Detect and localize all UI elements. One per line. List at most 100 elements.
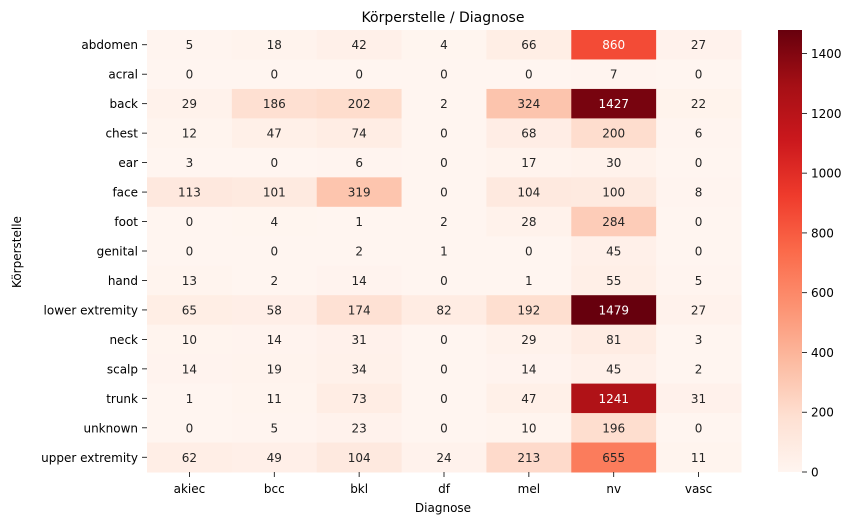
cell-value-label: 860 — [602, 38, 625, 52]
cell-value-label: 0 — [695, 156, 703, 170]
cell-value-label: 31 — [691, 392, 706, 406]
cell-value-label: 1 — [440, 245, 448, 259]
heatmap-cell — [571, 118, 657, 149]
x-axis: akiec bcc bkl df mel nv vasc — [174, 472, 712, 496]
cell-value-label: 14 — [267, 333, 282, 347]
heatmap-cell — [401, 354, 487, 385]
heatmap-cell — [316, 265, 403, 296]
heatmap-cell — [571, 59, 657, 90]
cell-value-label: 0 — [440, 392, 448, 406]
colorbar-gradient — [778, 30, 802, 472]
cell-value-label: 2 — [440, 215, 448, 229]
heatmap-cell — [656, 413, 742, 444]
heatmap-cell — [147, 88, 233, 119]
x-tick-label: vasc — [685, 482, 712, 496]
cell-value-label: 0 — [440, 333, 448, 347]
y-tick-label: hand — [108, 274, 138, 288]
cell-value-label: 55 — [606, 274, 621, 288]
y-tick-label: upper extremity — [41, 451, 138, 465]
heatmap-cell — [571, 147, 657, 178]
heatmap-cell — [316, 295, 403, 326]
heatmap-cell — [316, 177, 403, 208]
heatmap-cell — [571, 413, 657, 444]
cell-value-label: 213 — [517, 451, 540, 465]
cell-value-label: 27 — [691, 303, 706, 317]
cell-value-label: 1 — [525, 274, 533, 288]
heatmap-cell — [231, 30, 318, 60]
cell-value-label: 24 — [436, 451, 451, 465]
heatmap-cell — [656, 324, 742, 355]
cell-value-label: 1427 — [598, 97, 629, 111]
colorbar-tick-label: 600 — [811, 286, 834, 300]
x-tick-label: bcc — [264, 482, 285, 496]
heatmap-cell — [571, 206, 657, 237]
cell-value-label: 13 — [182, 274, 197, 288]
cell-value-label: 324 — [517, 97, 540, 111]
cell-value-label: 104 — [348, 451, 371, 465]
heatmap-cell — [147, 295, 233, 326]
cell-value-label: 0 — [525, 68, 533, 82]
cell-value-label: 68 — [521, 127, 536, 141]
heatmap-cell — [571, 354, 657, 385]
cell-value-label: 7 — [610, 68, 618, 82]
y-axis: abdomen acral back chest ear face foot genital h… — [41, 38, 147, 465]
cell-value-label: 6 — [695, 127, 703, 141]
cell-value-label: 0 — [525, 245, 533, 259]
heatmap-cell — [656, 177, 742, 208]
heatmap-cell — [231, 236, 318, 267]
y-tick-label: genital — [97, 245, 138, 259]
x-axis-label: Diagnose — [415, 501, 471, 515]
cell-value-label: 2 — [695, 362, 703, 376]
heatmap-cell — [316, 354, 403, 385]
x-tick-label: mel — [518, 482, 540, 496]
cell-value-label: 22 — [691, 97, 706, 111]
heatmap-cell — [231, 118, 318, 149]
heatmap-cell — [656, 206, 742, 237]
heatmap-cell — [401, 295, 487, 326]
colorbar-tick-label: 0 — [811, 466, 819, 480]
cell-value-label: 73 — [352, 392, 367, 406]
y-tick-label: face — [112, 186, 138, 200]
cell-value-label: 0 — [440, 186, 448, 200]
x-tick-label: df — [438, 482, 451, 496]
cell-value-label: 3 — [186, 156, 194, 170]
heatmap-cell — [147, 118, 233, 149]
cell-value-label: 28 — [521, 215, 536, 229]
heatmap-cell — [486, 30, 572, 60]
heatmap-cell — [231, 147, 318, 178]
cell-value-label: 0 — [270, 245, 278, 259]
cell-value-label: 18 — [267, 38, 282, 52]
cell-value-label: 0 — [440, 156, 448, 170]
heatmap-cell — [571, 442, 657, 473]
heatmap-cell — [486, 236, 572, 267]
heatmap-cell — [231, 177, 318, 208]
heatmap-cell — [147, 30, 233, 60]
cell-value-label: 0 — [695, 421, 703, 435]
heatmap-cell — [231, 413, 318, 444]
cell-value-label: 14 — [521, 362, 536, 376]
cell-value-label: 0 — [695, 215, 703, 229]
heatmap-cell — [401, 30, 487, 60]
heatmap-cell — [316, 59, 403, 90]
x-tick-label: bkl — [350, 482, 368, 496]
heatmap-cell — [656, 147, 742, 178]
colorbar-tick-label: 200 — [811, 406, 834, 420]
heatmap-cell — [571, 324, 657, 355]
heatmap-cell — [231, 442, 318, 473]
heatmap-cell — [486, 442, 572, 473]
heatmap-cell — [147, 177, 233, 208]
heatmap-cell — [486, 413, 572, 444]
cell-value-label: 0 — [270, 68, 278, 82]
cell-value-label: 30 — [606, 156, 621, 170]
heatmap-cell — [147, 413, 233, 444]
heatmap-cell — [147, 265, 233, 296]
heatmap-cell — [231, 383, 318, 414]
cell-value-label: 0 — [440, 127, 448, 141]
heatmap-cell — [656, 295, 742, 326]
colorbar-tick-label: 1000 — [811, 167, 842, 181]
heatmap-cell — [486, 177, 572, 208]
cell-value-label: 12 — [182, 127, 197, 141]
heatmap-cell — [231, 265, 318, 296]
cell-value-label: 45 — [606, 245, 621, 259]
